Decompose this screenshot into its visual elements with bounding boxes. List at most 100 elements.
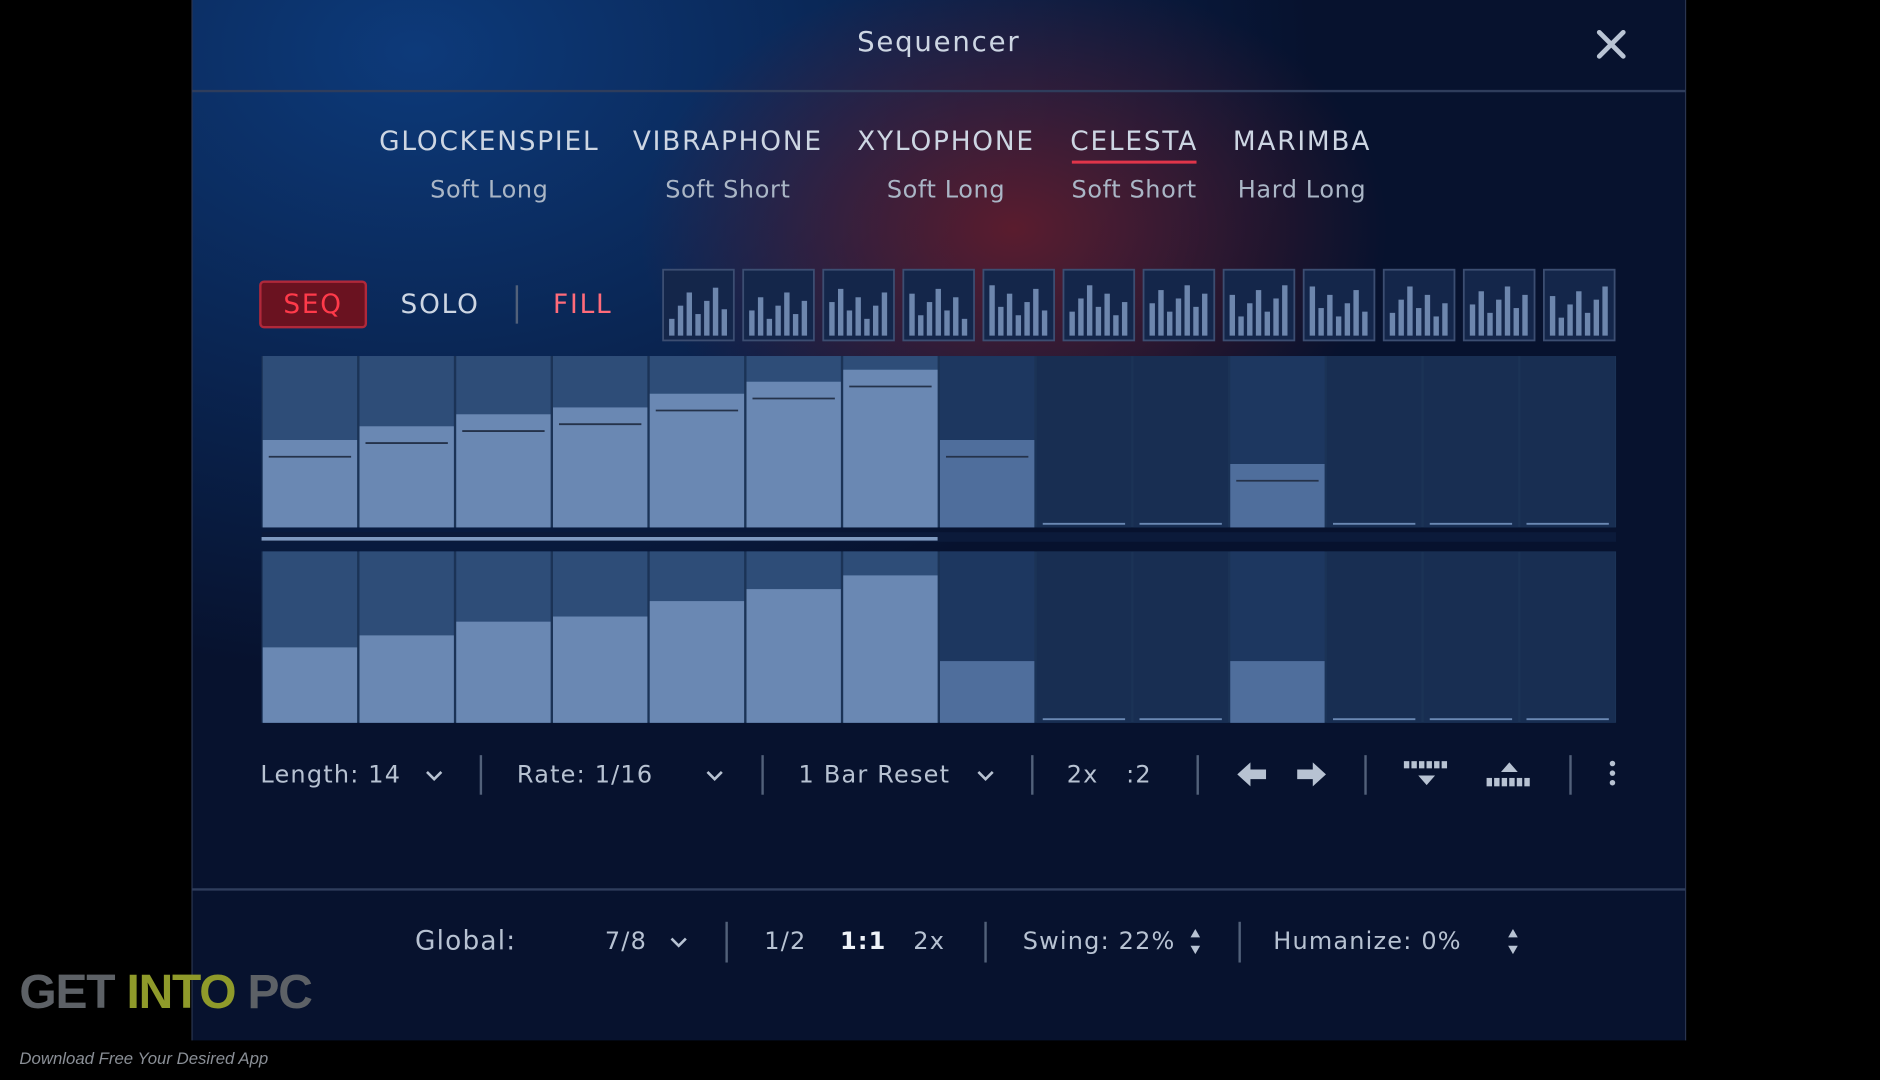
stepper-up[interactable]	[1508, 928, 1518, 938]
step-bg[interactable]	[1423, 551, 1519, 723]
step-level[interactable]	[940, 439, 1035, 528]
reset-dropdown[interactable]: 1 Bar Reset	[799, 761, 951, 789]
step-level[interactable]	[649, 601, 745, 723]
stepper-down[interactable]	[1190, 945, 1201, 955]
step-level[interactable]	[262, 439, 358, 528]
randomize-up-icon[interactable]	[1509, 777, 1515, 787]
randomize-up-icon[interactable]	[1524, 777, 1530, 787]
instrument-tab[interactable]: CELESTA	[1070, 127, 1198, 157]
step-level[interactable]	[746, 381, 841, 528]
step-level[interactable]	[1230, 661, 1325, 723]
step-level[interactable]	[553, 616, 648, 723]
step-bg[interactable]	[1036, 356, 1132, 528]
step-level[interactable]	[1230, 463, 1325, 528]
preset-bar	[1175, 298, 1182, 336]
instrument-tab[interactable]: VIBRAPHONE	[633, 127, 823, 157]
step-level[interactable]	[746, 589, 841, 723]
step-bg[interactable]	[1036, 551, 1132, 723]
step-bg[interactable]	[1520, 356, 1615, 528]
randomize-down-icon[interactable]	[1418, 761, 1425, 769]
randomize-down-icon[interactable]	[1426, 761, 1432, 769]
instrument-tab[interactable]: GLOCKENSPIEL	[379, 127, 599, 157]
randomize-down-icon[interactable]	[1441, 761, 1448, 769]
double-button[interactable]: 2x	[1067, 761, 1099, 789]
articulation-label[interactable]: Soft Long	[430, 176, 548, 204]
randomize-down-icon[interactable]	[1403, 761, 1410, 769]
articulation-label[interactable]: Hard Long	[1238, 176, 1366, 204]
swing-control[interactable]: Swing: 22%	[1023, 927, 1176, 955]
preset-bar	[1522, 294, 1528, 336]
more-menu-dot[interactable]	[1609, 760, 1616, 767]
step-level[interactable]	[553, 407, 648, 528]
randomize-up-icon[interactable]	[1501, 777, 1508, 787]
watermark: GET INTO PC	[19, 966, 312, 1019]
preset-bar	[1078, 298, 1084, 336]
randomize-up-icon[interactable]	[1494, 777, 1500, 787]
step-level[interactable]	[456, 414, 551, 528]
instrument-tab[interactable]: MARIMBA	[1233, 127, 1371, 157]
articulation-label[interactable]: Soft Short	[1072, 176, 1197, 204]
lane-separator	[261, 532, 1617, 542]
watermark-into: INTO	[127, 966, 236, 1019]
shift-right-button[interactable]	[1297, 762, 1326, 787]
shift-left-button[interactable]	[1237, 762, 1267, 787]
step-bg[interactable]	[1423, 356, 1519, 528]
preset-bar	[1024, 302, 1030, 336]
double-speed-button[interactable]: 2x	[913, 927, 945, 955]
more-menu-dot[interactable]	[1609, 770, 1616, 776]
preset-bar	[1095, 306, 1102, 336]
step-bg[interactable]	[1133, 551, 1228, 723]
length-chevron[interactable]	[426, 771, 443, 781]
preset-bar	[1513, 308, 1519, 336]
preset-bar	[1549, 296, 1556, 336]
preset-bar	[855, 297, 861, 336]
half-speed-button[interactable]: 1/2	[764, 927, 806, 955]
preset-bar	[1264, 311, 1270, 336]
preset-bar	[1424, 294, 1431, 336]
watermark-get: GET	[19, 966, 115, 1019]
length-indicator	[261, 537, 938, 541]
step-level[interactable]	[262, 647, 358, 723]
humanize-control[interactable]: Humanize: 0%	[1273, 927, 1462, 955]
reset-chevron[interactable]	[977, 771, 994, 781]
stepper-up[interactable]	[1190, 928, 1201, 938]
step-level[interactable]	[843, 575, 938, 723]
articulation-label[interactable]: Soft Short	[665, 176, 790, 204]
fill-button[interactable]: FILL	[553, 290, 613, 320]
seq-button[interactable]: SEQ	[283, 290, 343, 320]
rate-dropdown[interactable]: Rate: 1/16	[517, 761, 653, 789]
randomize-up-icon[interactable]	[1486, 777, 1492, 787]
more-menu-dot[interactable]	[1609, 779, 1616, 786]
preset-bar	[1282, 285, 1288, 336]
step-bg[interactable]	[1326, 356, 1422, 528]
length-dropdown[interactable]: Length: 14	[260, 761, 401, 789]
step-level[interactable]	[649, 393, 745, 528]
meter-chevron[interactable]	[670, 937, 687, 948]
meter-dropdown[interactable]: 7/8	[605, 927, 647, 955]
instrument-tab[interactable]: XYLOPHONE	[857, 127, 1035, 157]
preset-bar	[1487, 312, 1493, 336]
preset-bar	[1033, 288, 1039, 336]
randomize-up-icon[interactable]	[1516, 777, 1523, 787]
randomize-down-icon[interactable]	[1411, 761, 1417, 769]
preset-bar	[766, 318, 773, 336]
step-level[interactable]	[843, 369, 938, 528]
step-level[interactable]	[359, 426, 454, 528]
preset-bar	[1273, 298, 1279, 336]
half-button[interactable]: :2	[1126, 761, 1152, 789]
close-button[interactable]	[1596, 29, 1626, 59]
rate-chevron[interactable]	[706, 771, 723, 781]
normal-speed-button[interactable]: 1:1	[840, 927, 887, 955]
solo-button[interactable]: SOLO	[401, 290, 480, 320]
randomize-down-icon[interactable]	[1434, 761, 1440, 769]
step-bg[interactable]	[1520, 551, 1615, 723]
stepper-down[interactable]	[1508, 945, 1518, 955]
preset-bar	[909, 293, 915, 336]
step-level[interactable]	[940, 661, 1035, 723]
step-bg[interactable]	[1133, 356, 1228, 528]
preset-bar	[881, 292, 888, 336]
step-level[interactable]	[456, 621, 551, 723]
articulation-label[interactable]: Soft Long	[887, 176, 1005, 204]
step-level[interactable]	[359, 635, 454, 723]
step-bg[interactable]	[1326, 551, 1422, 723]
